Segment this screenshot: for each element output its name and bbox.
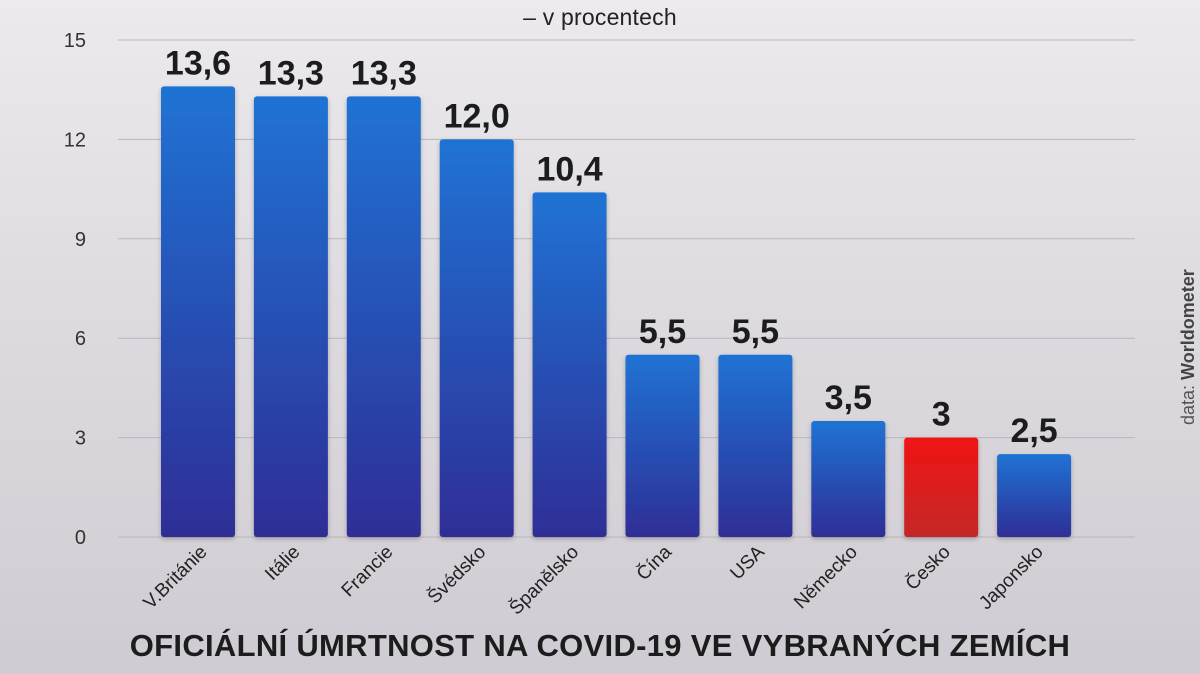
x-tick-label: Česko <box>901 541 955 595</box>
y-tick-label: 15 <box>64 30 86 52</box>
bar-7 <box>718 354 793 537</box>
source-note: data: Worldometer <box>1178 269 1199 425</box>
x-tick-label: Itálie <box>261 542 304 585</box>
y-tick-label: 12 <box>64 129 86 151</box>
source-prefix: data: <box>1178 379 1198 425</box>
data-label: 2,5 <box>1010 412 1057 450</box>
bar-5 <box>532 192 607 537</box>
chart-title: OFICIÁLNÍ ÚMRTNOST NA COVID-19 VE VYBRAN… <box>129 628 1071 663</box>
data-label: 3 <box>932 396 951 434</box>
bar-9 <box>904 437 979 537</box>
data-label: 3,5 <box>825 379 872 417</box>
x-axis: V.Británie Itálie Francie Švédsko Španělsko Č… <box>140 541 1048 620</box>
x-tick-label: V.Británie <box>140 542 212 614</box>
data-label: 13,6 <box>165 44 231 82</box>
x-tick-label: Čína <box>632 541 676 585</box>
x-tick-label: Švédsko <box>423 541 490 608</box>
bar-2 <box>253 96 328 538</box>
x-tick-label: Španělsko <box>505 541 583 619</box>
x-tick-label: Japonsko <box>975 542 1047 614</box>
bar-8 <box>811 421 886 537</box>
x-tick-label: USA <box>726 541 769 584</box>
y-tick-label: 9 <box>75 229 86 251</box>
data-label: 13,3 <box>351 54 417 92</box>
x-tick-label: Francie <box>338 542 398 602</box>
data-labels: 13,6 13,3 13,3 12,0 10,4 5,5 5,5 3,5 3 2,5 <box>165 44 1058 450</box>
chart-subtitle: – v procentech <box>523 4 677 30</box>
data-label: 10,4 <box>537 150 603 188</box>
data-label: 5,5 <box>732 313 779 351</box>
data-label: 5,5 <box>639 313 686 351</box>
data-label: 12,0 <box>444 97 510 135</box>
data-label: 13,3 <box>258 54 324 92</box>
bar-6 <box>625 354 700 537</box>
bars <box>161 86 1072 538</box>
bar-4 <box>439 139 514 537</box>
bar-1 <box>161 86 235 538</box>
y-axis: 0 3 6 9 12 15 <box>64 30 86 549</box>
y-tick-label: 3 <box>75 428 86 450</box>
y-tick-label: 6 <box>75 328 86 350</box>
bar-10 <box>997 454 1072 537</box>
y-tick-label: 0 <box>75 527 86 549</box>
source-name: Worldometer <box>1178 269 1198 380</box>
x-tick-label: Německo <box>790 542 862 614</box>
bar-3 <box>346 96 421 538</box>
